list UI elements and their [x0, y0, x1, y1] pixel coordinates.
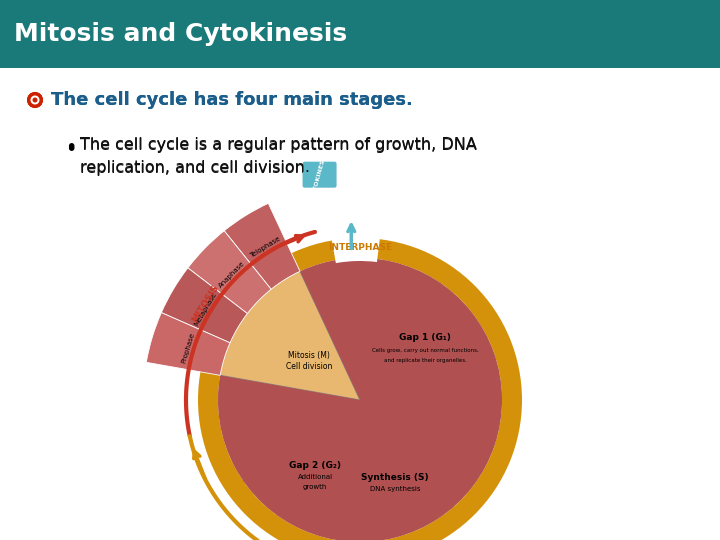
Text: The cell cycle is a regular pattern of growth, DNA
replication, and cell divisio: The cell cycle is a regular pattern of g…: [80, 137, 477, 176]
Wedge shape: [146, 313, 230, 375]
Text: Mitosis and Cytokinesis: Mitosis and Cytokinesis: [14, 22, 347, 46]
FancyBboxPatch shape: [302, 161, 336, 188]
Bar: [360, 0, 432, 68]
Text: Mitosis (M)
Cell division: Mitosis (M) Cell division: [286, 351, 333, 371]
Text: The cell cycle has four main stages.: The cell cycle has four main stages.: [51, 91, 413, 109]
Circle shape: [27, 92, 43, 108]
Text: Anaphase: Anaphase: [217, 260, 246, 289]
Bar: [0, 0, 720, 68]
Text: Mitosis and Cytokinesis: Mitosis and Cytokinesis: [14, 22, 347, 46]
Text: and replicate their organelles.: and replicate their organelles.: [384, 357, 467, 363]
Bar: [576, 0, 648, 68]
Bar: [144, 0, 216, 68]
Bar: [216, 0, 288, 68]
Text: Telophase: Telophase: [249, 236, 282, 259]
Bar: [432, 0, 504, 68]
Circle shape: [30, 96, 40, 105]
Text: Prophase: Prophase: [181, 332, 196, 364]
Text: DNA synthesis: DNA synthesis: [370, 487, 420, 492]
Text: The cell cycle has four main stages.: The cell cycle has four main stages.: [51, 91, 413, 109]
Circle shape: [218, 258, 502, 540]
Text: Gap 1 (G₁): Gap 1 (G₁): [400, 333, 451, 342]
Wedge shape: [224, 204, 300, 289]
Text: The cell cycle is a regular pattern of growth, DNA
replication, and cell divisio: The cell cycle is a regular pattern of g…: [80, 138, 477, 177]
Wedge shape: [161, 268, 248, 343]
Text: CYTOKINESIS: CYTOKINESIS: [311, 151, 328, 198]
Text: Cells grow, carry out normal functions,: Cells grow, carry out normal functions,: [372, 348, 479, 353]
Text: MITOSIS: MITOSIS: [191, 283, 221, 324]
Wedge shape: [218, 258, 502, 540]
Wedge shape: [198, 238, 522, 540]
Circle shape: [32, 98, 37, 103]
Bar: [0, 0, 72, 68]
Circle shape: [30, 96, 40, 105]
Text: growth: growth: [303, 484, 327, 490]
Bar: [72, 0, 144, 68]
Text: Metaphase: Metaphase: [193, 291, 218, 327]
Text: Gap 2 (G₂): Gap 2 (G₂): [289, 461, 341, 469]
Circle shape: [27, 92, 43, 108]
Text: INTERPHASE: INTERPHASE: [328, 244, 392, 253]
Wedge shape: [188, 231, 271, 314]
Text: •: •: [65, 138, 76, 157]
Bar: [648, 0, 720, 68]
Bar: [0, 0, 720, 68]
Text: •: •: [65, 140, 76, 159]
Text: Synthesis (S): Synthesis (S): [361, 473, 429, 482]
Wedge shape: [331, 235, 380, 263]
Circle shape: [32, 98, 37, 103]
Text: Additional: Additional: [297, 474, 333, 480]
Bar: [288, 0, 360, 68]
Bar: [504, 0, 576, 68]
